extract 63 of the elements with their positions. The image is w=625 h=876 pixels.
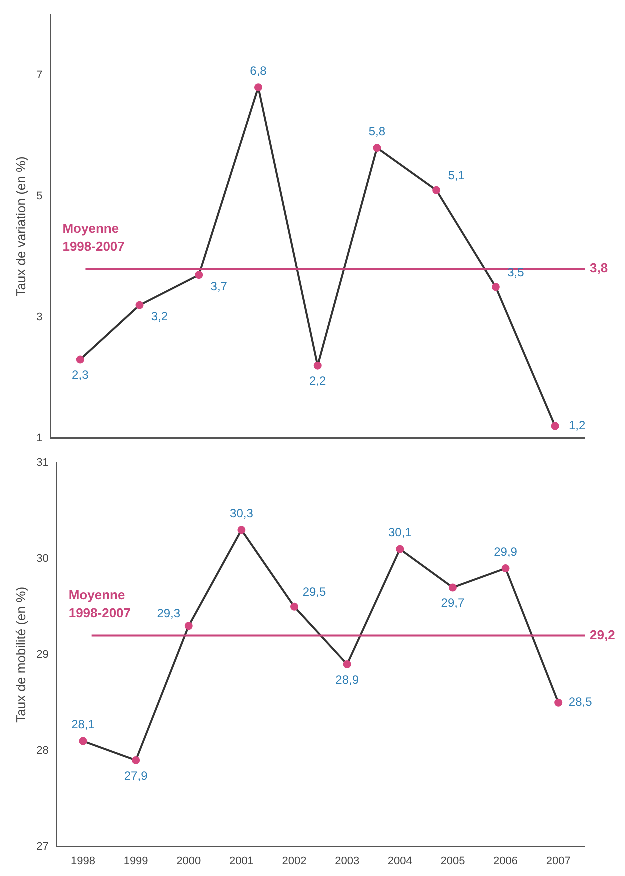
data-label: 29,5 (302, 585, 327, 600)
y-tick-label: 7 (36, 70, 43, 82)
point (254, 84, 262, 92)
point (132, 756, 140, 764)
data-label: 1,2 (568, 418, 586, 433)
y-tick-label: 5 (36, 190, 43, 202)
data-label: 5,1 (448, 168, 466, 183)
point (396, 545, 404, 554)
x-tick-label: 2001 (229, 855, 254, 868)
data-label: 2,3 (72, 368, 90, 382)
data-label: 6,8 (250, 64, 268, 78)
data-label: 3,2 (151, 310, 168, 324)
x-tick-label: 2004 (388, 855, 412, 868)
y-tick-label: 28 (36, 744, 49, 757)
y-tick-label: 3 (36, 311, 43, 324)
point (76, 356, 84, 364)
point (554, 698, 563, 707)
point (373, 144, 382, 152)
x-tick-label: 2000 (176, 855, 202, 868)
x-tick-label: 1998 (71, 855, 96, 868)
point (551, 422, 560, 430)
data-label: 3,7 (210, 279, 228, 294)
data-label: 28,5 (568, 695, 593, 710)
point (195, 271, 204, 280)
x-tick-label: 1999 (124, 855, 148, 868)
annotation: Moyenne 1998-2007 (62, 221, 125, 254)
data-label: 28,1 (72, 718, 96, 732)
point (492, 283, 500, 292)
point (343, 660, 352, 668)
data-label: 30,1 (388, 526, 412, 540)
data-label: 27,9 (124, 768, 148, 783)
point (448, 584, 457, 592)
y-tick-label: 30 (36, 552, 49, 565)
point (502, 564, 510, 573)
ref-line-label: 29,2 (590, 627, 616, 642)
y-axis-title: Taux de mobilité (en %) (13, 586, 28, 723)
point (79, 737, 88, 746)
x-tick-label: 2003 (335, 855, 360, 868)
data-label: 30,3 (230, 506, 254, 520)
y-tick-label: 31 (36, 457, 49, 470)
point (136, 301, 144, 310)
x-tick-label: 2005 (440, 855, 466, 868)
ref-line-label: 3,8 (590, 260, 608, 276)
y-tick-label: 1 (36, 432, 43, 444)
data-label: 28,9 (336, 672, 360, 687)
annotation: Moyenne 1998-2007 (68, 588, 132, 621)
data-label: 29,7 (441, 596, 465, 610)
y-axis-title: Taux de variation (en %) (13, 156, 28, 297)
x-tick-label: 2002 (282, 855, 307, 868)
data-label: 5,8 (368, 124, 386, 138)
y-tick-label: 29 (36, 648, 49, 661)
point (432, 186, 441, 194)
x-tick-label: 2007 (546, 855, 571, 868)
point (290, 602, 299, 611)
data-label: 2,2 (310, 374, 327, 388)
point (314, 362, 322, 370)
point (184, 622, 193, 630)
data-label: 29,3 (157, 606, 181, 620)
data-label: 29,9 (494, 544, 518, 559)
x-tick-label: 2006 (494, 855, 518, 868)
data-label: 3,5 (508, 266, 525, 280)
y-tick-label: 27 (36, 840, 49, 853)
point (238, 526, 246, 534)
